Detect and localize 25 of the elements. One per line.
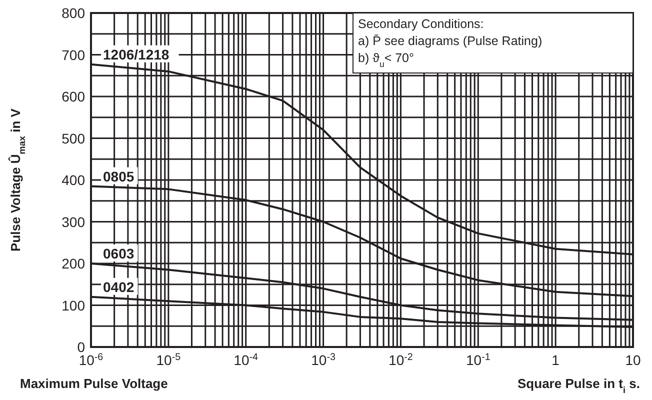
x-axis-title: Square Pulse in t$_{i}$ s. [518,376,640,395]
y-tick-label: 400 [62,172,86,188]
series-label: 0603 [103,246,134,262]
y-tick-label: 600 [62,88,86,104]
x-tick-label: 10$^{-5}$ [156,352,182,368]
y-tick-label: 800 [62,5,86,21]
y-tick-label: 300 [62,214,86,230]
series-label: 0805 [103,168,134,184]
y-tick-label: 700 [62,46,86,63]
x-tick-label: 1 [552,352,560,368]
text: Maximum Pulse Voltage [20,376,168,391]
y-tick-label: 100 [62,297,86,314]
x-tick-label: 10$^{-3}$ [311,352,336,368]
x-tick-label: 10$^{-4}$ [234,352,259,368]
y-tick-label: 200 [62,256,86,272]
x-tick-label: 10$^{-1}$ [466,352,490,368]
annotation: b) ϑ$_{u}$< 70° [358,51,414,69]
series-label: 0402 [103,278,134,295]
x-tick-label: 10$^{-2}$ [388,352,413,368]
note-box: Secondary Conditions: a) P̄ see diagrams (Pulse Rating) b) ϑ$_{u}$< 70° [352,12,634,74]
series-label: 1206/1218 [103,46,170,62]
x-tick-label: 10 [625,352,641,368]
y-tick-label: 500 [62,130,86,146]
annotation: a) P̄ see diagrams (Pulse Rating) [358,34,542,48]
annotation: Secondary Conditions: [358,17,484,31]
